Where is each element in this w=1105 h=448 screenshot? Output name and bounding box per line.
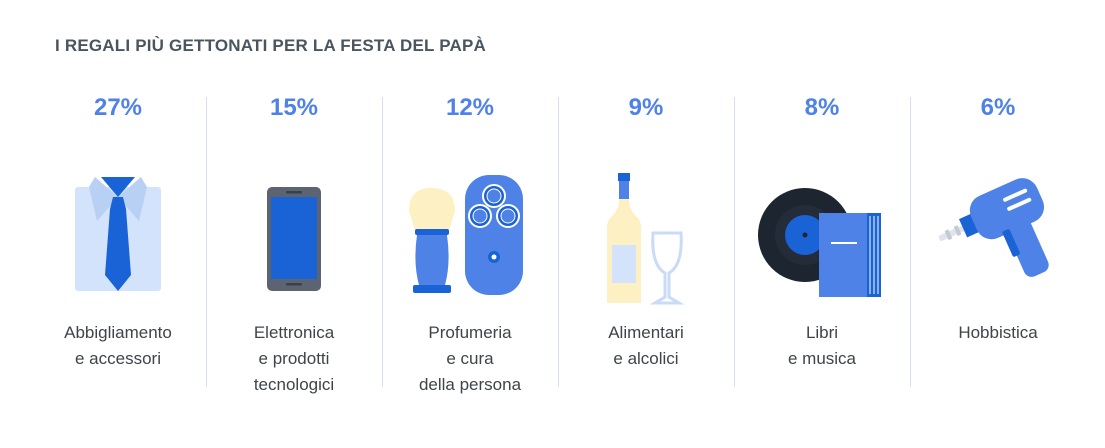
label-line: e prodotti (258, 349, 330, 368)
label-line: tecnologici (253, 375, 335, 394)
value-label: 12% (445, 94, 495, 121)
shaving-brush-razor-icon (409, 175, 523, 295)
gift-column: 6% Hobbistica (910, 90, 1086, 390)
category-label: Hobbistica (910, 320, 1086, 346)
label-line: Alimentari (608, 323, 684, 342)
label-line: Hobbistica (958, 323, 1038, 342)
label-line: Elettronica (253, 323, 335, 342)
vinyl-book-icon (758, 188, 881, 297)
gift-column: 12% Profumeria e cura della persona (382, 90, 558, 394)
label-line: e musica (787, 349, 857, 368)
drill-icon (938, 178, 1049, 277)
category-label: Abbigliamento e accessori (30, 320, 206, 372)
value-label: 6% (980, 94, 1016, 121)
column-divider (910, 97, 911, 387)
wine-bottle-glass-icon (607, 173, 685, 305)
label-line: Abbigliamento (64, 323, 172, 342)
gift-column: 27% Abbigliamento e accessori (30, 90, 206, 390)
gift-columns: 27% Abbigliamento e accessori 15% (30, 90, 1080, 394)
gift-column: 15% Elettronica e prodotti tecnologici (206, 90, 382, 394)
label-line: e alcolici (613, 349, 679, 368)
label-line: della persona (418, 375, 522, 394)
value-label: 27% (93, 94, 143, 121)
gift-column: 8% Libri e musica (734, 90, 910, 390)
value-label: 9% (628, 94, 664, 121)
value-label: 15% (269, 94, 319, 121)
gift-column: 9% Alimentari e alcolici (558, 90, 734, 390)
label-line: Profumeria (428, 323, 512, 342)
value-label: 8% (804, 94, 840, 121)
chart-title: I REGALI PIÙ GETTONATI PER LA FESTA DEL … (55, 36, 486, 55)
column-divider (206, 97, 207, 387)
label-line: e accessori (75, 349, 161, 368)
column-divider (558, 97, 559, 387)
smartphone-icon (267, 187, 321, 291)
column-divider (734, 97, 735, 387)
category-label: Elettronica e prodotti tecnologici (206, 320, 382, 398)
category-label: Profumeria e cura della persona (382, 320, 558, 398)
category-label: Libri e musica (734, 320, 910, 372)
label-line: Libri (805, 323, 839, 342)
label-line: e cura (446, 349, 494, 368)
column-divider (382, 97, 383, 387)
category-label: Alimentari e alcolici (558, 320, 734, 372)
shirt-tie-icon (75, 177, 161, 291)
